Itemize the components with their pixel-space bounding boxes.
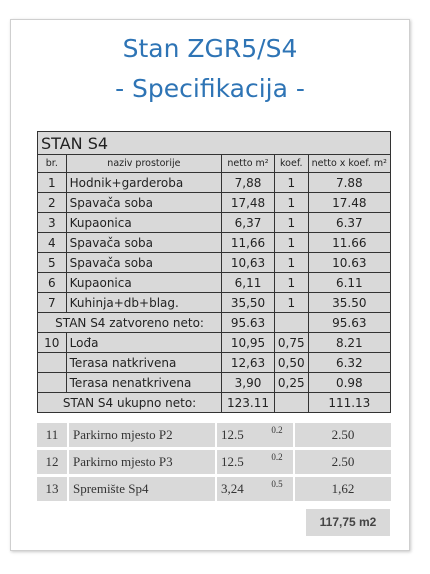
grand-total: 117,75 m2 xyxy=(306,509,390,536)
item-name: Parkirno mjesto P2 xyxy=(69,423,215,447)
row-number: 3 xyxy=(37,212,67,233)
row-number: 7 xyxy=(37,292,67,313)
weighted-area: 6.11 xyxy=(307,272,392,293)
weighted-area: 8.21 xyxy=(307,332,392,353)
table-row: 10 Lođa 10,95 0,75 8.21 xyxy=(37,332,392,353)
total-weighted: 111.13 xyxy=(307,392,392,413)
coefficient: 1 xyxy=(273,212,309,233)
page-subtitle: - Specifikacija - xyxy=(115,74,305,103)
net-area: 10,63 xyxy=(221,252,275,273)
room-name: Kupaonica xyxy=(65,212,223,233)
coefficient: 1 xyxy=(273,292,309,313)
row-number: 1 xyxy=(37,172,67,193)
coefficient: 0,25 xyxy=(273,372,309,393)
coefficient: 0,50 xyxy=(273,352,309,373)
row-number: 6 xyxy=(37,272,67,293)
net-area: 7,88 xyxy=(221,172,275,193)
col-header: koef. xyxy=(273,154,309,173)
table-row: 6 Kupaonica 6,11 1 6.11 xyxy=(37,272,392,293)
item-name: Parkirno mjesto P3 xyxy=(69,450,215,474)
room-name: Spavača soba xyxy=(65,252,223,273)
table-heading: STAN S4 xyxy=(37,131,391,155)
row-number: 5 xyxy=(37,252,67,273)
subtotal-label: STAN S4 zatvoreno neto: xyxy=(36,312,223,333)
net-area: 10,95 xyxy=(221,332,275,353)
col-header: netto x koef. m² xyxy=(307,154,392,173)
weighted-area: 11.66 xyxy=(307,232,392,253)
net-area: 6,11 xyxy=(221,272,275,293)
table-row: 7 Kuhinja+db+blag. 35,50 1 35.50 xyxy=(37,292,392,313)
net-area: 12.5 xyxy=(217,450,261,474)
table-row: Terasa natkrivena 12,63 0,50 6.32 xyxy=(37,352,392,373)
weighted-area: 2.50 xyxy=(295,423,391,447)
net-area: 3,24 xyxy=(217,477,261,501)
net-area: 11,66 xyxy=(221,232,275,253)
coefficient: 1 xyxy=(273,172,309,193)
row-number xyxy=(37,352,67,373)
weighted-area: 7.88 xyxy=(307,172,392,193)
subtotal-net: 95.63 xyxy=(221,312,275,333)
net-area: 17,48 xyxy=(221,192,275,213)
extras-row: 13 Spremište Sp4 3,24 0.5 1,62 xyxy=(37,477,391,501)
table-row: Terasa nenatkrivena 3,90 0,25 0.98 xyxy=(37,372,392,393)
row-number: 10 xyxy=(37,332,67,353)
weighted-area: 1,62 xyxy=(295,477,391,501)
col-header: netto m² xyxy=(221,154,275,173)
total-net: 123.11 xyxy=(221,392,275,413)
weighted-area: 2.50 xyxy=(295,450,391,474)
table-row: 1 Hodnik+garderoba 7,88 1 7.88 xyxy=(37,172,392,193)
net-area: 3,90 xyxy=(221,372,275,393)
room-name: Lođa xyxy=(65,332,223,353)
room-name: Spavača soba xyxy=(65,192,223,213)
page-title: Stan ZGR5/S4 xyxy=(122,34,298,63)
coefficient: 1 xyxy=(273,252,309,273)
table-row: 4 Spavača soba 11,66 1 11.66 xyxy=(37,232,392,253)
room-name: Spavača soba xyxy=(65,232,223,253)
row-number xyxy=(37,372,67,393)
coefficient: 0,75 xyxy=(273,332,309,353)
room-name: Terasa nenatkrivena xyxy=(65,372,223,393)
table-row: 5 Spavača soba 10,63 1 10.63 xyxy=(37,252,392,273)
net-area: 35,50 xyxy=(221,292,275,313)
col-header: naziv prostorije xyxy=(65,154,223,173)
extras-row: 11 Parkirno mjesto P2 12.5 0.2 2.50 xyxy=(37,423,391,447)
weighted-area: 6.37 xyxy=(307,212,392,233)
coefficient: 1 xyxy=(273,192,309,213)
coefficient: 0.5 xyxy=(261,477,293,501)
row-number: 11 xyxy=(37,423,67,447)
extras-row: 12 Parkirno mjesto P3 12.5 0.2 2.50 xyxy=(37,450,391,474)
total-label: STAN S4 ukupno neto: xyxy=(36,392,223,413)
row-number: 2 xyxy=(37,192,67,213)
row-number: 13 xyxy=(37,477,67,501)
room-name: Hodnik+garderoba xyxy=(65,172,223,193)
weighted-area: 17.48 xyxy=(307,192,392,213)
item-name: Spremište Sp4 xyxy=(69,477,215,501)
coefficient: 1 xyxy=(273,232,309,253)
spec-table: STAN S4 br. naziv prostorije netto m² ko… xyxy=(36,131,392,413)
row-number: 12 xyxy=(37,450,67,474)
net-area: 12,63 xyxy=(221,352,275,373)
coefficient: 0.2 xyxy=(261,450,293,474)
room-name: Kuhinja+db+blag. xyxy=(65,292,223,313)
subtotal-weighted: 95.63 xyxy=(307,312,392,333)
weighted-area: 0.98 xyxy=(307,372,392,393)
weighted-area: 6.32 xyxy=(307,352,392,373)
net-area: 12.5 xyxy=(217,423,261,447)
extras-table: 11 Parkirno mjesto P2 12.5 0.2 2.50 12 P… xyxy=(37,420,391,504)
row-number: 4 xyxy=(37,232,67,253)
total-row: STAN S4 ukupno neto: 123.11 111.13 xyxy=(36,392,392,413)
room-name: Kupaonica xyxy=(65,272,223,293)
room-name: Terasa natkrivena xyxy=(65,352,223,373)
subtotal-row: STAN S4 zatvoreno neto: 95.63 95.63 xyxy=(36,312,392,333)
table-row: 3 Kupaonica 6,37 1 6.37 xyxy=(37,212,392,233)
weighted-area: 10.63 xyxy=(307,252,392,273)
coefficient: 0.2 xyxy=(261,423,293,447)
col-header: br. xyxy=(37,154,67,173)
table-row: 2 Spavača soba 17,48 1 17.48 xyxy=(37,192,392,213)
weighted-area: 35.50 xyxy=(307,292,392,313)
coefficient: 1 xyxy=(273,272,309,293)
net-area: 6,37 xyxy=(221,212,275,233)
